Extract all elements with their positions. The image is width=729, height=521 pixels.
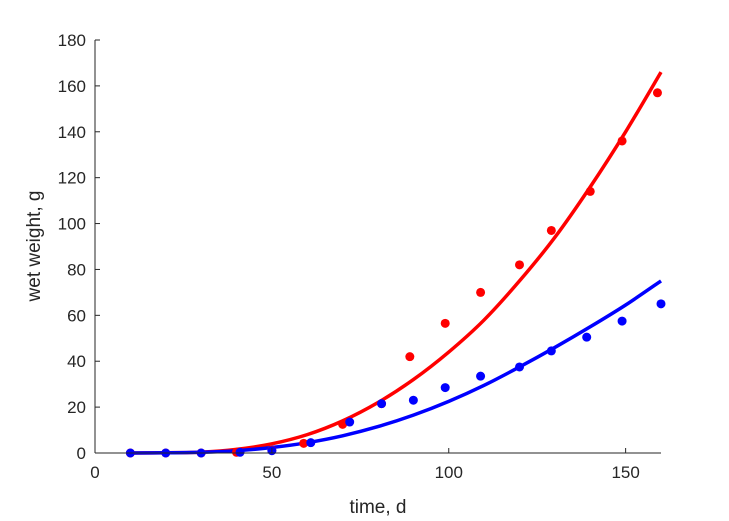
x-axis-label: time, d — [349, 497, 406, 518]
data-point-series-2 — [476, 371, 486, 381]
y-tick-label: 120 — [58, 169, 86, 188]
y-tick-label: 160 — [58, 77, 86, 96]
y-tick-label: 100 — [58, 215, 86, 234]
data-point-series-2 — [408, 395, 418, 405]
axes — [94, 40, 661, 454]
data-point-series-2 — [345, 417, 355, 427]
data-point-series-2 — [515, 362, 524, 372]
y-tick-label: 60 — [67, 306, 86, 325]
y-tick-label: 40 — [67, 352, 86, 371]
x-tick-label: 150 — [611, 463, 639, 482]
y-tick-label: 80 — [67, 260, 86, 279]
x-tick-label: 50 — [262, 463, 281, 482]
data-point-series-2 — [582, 332, 592, 342]
fit-line-series-2 — [130, 279, 662, 455]
y-tick-label: 0 — [77, 444, 86, 463]
data-point-series-1 — [652, 88, 662, 98]
data-point-series-1 — [617, 136, 627, 146]
data-point-series-2 — [617, 316, 627, 326]
data-point-series-1 — [476, 287, 486, 297]
data-points — [125, 88, 666, 458]
data-point-series-2 — [235, 447, 245, 457]
data-point-series-2 — [440, 383, 450, 393]
data-point-series-1 — [299, 438, 309, 448]
fit-line-series-1 — [130, 71, 663, 455]
y-axis-label: wet weight, g — [24, 191, 45, 303]
data-point-series-2 — [306, 438, 316, 448]
x-tick-label: 100 — [435, 463, 463, 482]
y-tick-label: 140 — [58, 123, 86, 142]
data-point-series-1 — [515, 260, 524, 270]
y-tick-label: 180 — [58, 31, 86, 50]
x-ticks: 0 50 100 150 — [90, 448, 640, 482]
data-point-series-1 — [546, 225, 556, 235]
data-point-series-2 — [377, 399, 387, 409]
data-point-series-1 — [338, 419, 348, 429]
data-point-series-2 — [546, 346, 556, 356]
x-tick-label: 0 — [90, 463, 99, 482]
y-tick-label: 20 — [67, 398, 86, 417]
data-point-series-2 — [656, 299, 666, 309]
fit-lines — [130, 71, 663, 455]
data-point-series-1 — [440, 318, 450, 328]
y-ticks: 0 20 40 60 80 100 120 140 160 180 — [58, 31, 100, 463]
data-point-series-1 — [585, 186, 595, 196]
data-point-series-1 — [405, 352, 415, 362]
